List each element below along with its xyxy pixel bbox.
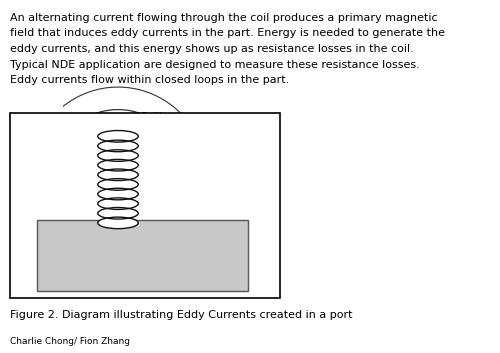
Text: Figure 2. Diagram illustrating Eddy Currents created in a port: Figure 2. Diagram illustrating Eddy Curr… — [10, 310, 352, 320]
Text: Charlie Chong/ Fion Zhang: Charlie Chong/ Fion Zhang — [10, 337, 130, 346]
Text: Typical NDE application are designed to measure these resistance losses.: Typical NDE application are designed to … — [10, 60, 420, 70]
Text: Eddy currents flow within closed loops in the part.: Eddy currents flow within closed loops i… — [10, 75, 289, 85]
Text: Coil's
magnetic field: Coil's magnetic field — [140, 112, 214, 146]
Text: Conductive material: Conductive material — [68, 273, 168, 283]
Text: eddy currents, and this energy shows up as resistance losses in the coil.: eddy currents, and this energy shows up … — [10, 44, 414, 54]
Text: An alternating current flowing through the coil produces a primary magnetic: An alternating current flowing through t… — [10, 13, 438, 23]
Text: Coil: Coil — [32, 133, 90, 175]
Text: Magnetic field: Magnetic field — [190, 181, 278, 208]
Text: Eddy
currents: Eddy currents — [16, 176, 62, 243]
Text: field that induces eddy currents in the part. Energy is needed to generate the: field that induces eddy currents in the … — [10, 29, 445, 38]
